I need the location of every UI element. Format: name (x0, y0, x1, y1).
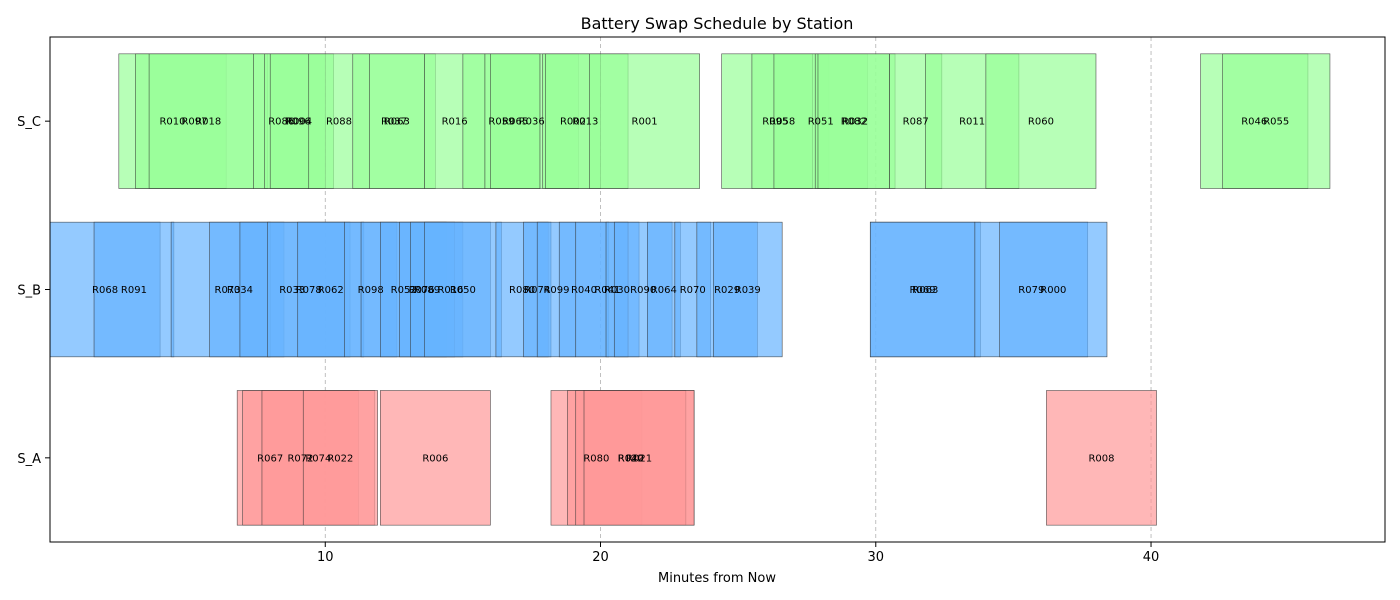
booking-label: R010 (159, 117, 185, 128)
booking-label: R021 (626, 453, 652, 464)
booking-label: R004 (286, 117, 312, 128)
booking-label: R060 (1028, 117, 1054, 128)
booking-label: R080 (583, 453, 609, 464)
bars-layer (49, 53, 1331, 526)
y-tick-label: S_A (17, 452, 41, 467)
booking-label: R001 (632, 117, 658, 128)
booking-label: R086 (268, 117, 294, 128)
booking-label: R002 (560, 117, 586, 128)
booking-label: R074 (524, 285, 550, 296)
booking-label: R008 (1088, 453, 1114, 464)
booking-bar (1222, 53, 1331, 189)
booking-label: R080 (509, 285, 535, 296)
booking-bar (817, 53, 890, 189)
x-axis-ticks: 10 20 30 40 (317, 542, 1159, 565)
booking-label: R079 (1018, 285, 1044, 296)
booking-label: R041 (594, 285, 620, 296)
booking-label: R036 (519, 117, 545, 128)
booking-bar (1046, 390, 1157, 526)
y-tick-label: S_B (17, 284, 41, 299)
x-tick-label: 40 (1143, 550, 1160, 565)
booking-label: R013 (572, 117, 598, 128)
booking-bar (713, 221, 783, 358)
booking-label: R006 (422, 453, 448, 464)
booking-bar (583, 390, 695, 526)
booking-label: R016 (442, 117, 468, 128)
booking-label: R055 (1263, 117, 1289, 128)
booking-label: R078 (296, 285, 322, 296)
booking-label: R033 (279, 285, 305, 296)
booking-label: R058 (769, 117, 795, 128)
booking-label: R098 (358, 285, 384, 296)
booking-label: R046 (1241, 117, 1267, 128)
booking-label: R011 (959, 117, 985, 128)
booking-label: R090 (630, 285, 656, 296)
booking-label: R062 (318, 285, 344, 296)
y-axis-ticks: S_A S_B S_C (17, 115, 50, 467)
booking-label: R095 (762, 117, 788, 128)
booking-label: R063 (912, 285, 938, 296)
x-axis-label: Minutes from Now (658, 571, 776, 586)
booking-bar (93, 221, 175, 358)
booking-label: R018 (195, 117, 221, 128)
booking-label: R051 (808, 117, 834, 128)
booking-bar (148, 53, 268, 189)
booking-label: R089 (414, 285, 440, 296)
booking-label: R070 (680, 285, 706, 296)
booking-label: R016 (437, 285, 463, 296)
booking-label: R065 (502, 117, 528, 128)
booking-label: R073 (215, 285, 241, 296)
booking-bar (368, 53, 425, 189)
booking-bar (589, 53, 700, 189)
y-tick-label: S_C (17, 115, 41, 130)
booking-bar (424, 221, 502, 358)
booking-label: R059 (488, 117, 514, 128)
booking-label: R042 (618, 453, 644, 464)
booking-label: R072 (287, 453, 313, 464)
booking-label: R096 (285, 117, 311, 128)
booking-label: R040 (571, 285, 597, 296)
booking-label: R030 (604, 285, 630, 296)
booking-bar (302, 390, 378, 526)
booking-label: R076 (409, 285, 435, 296)
booking-bar (380, 390, 491, 526)
booking-bar (490, 53, 541, 189)
booking-label: R032 (842, 117, 868, 128)
booking-label: R082 (841, 117, 867, 128)
booking-label: R074 (305, 453, 331, 464)
booking-label: R091 (121, 285, 147, 296)
booking-label: R064 (651, 285, 677, 296)
booking-label: R099 (543, 285, 569, 296)
booking-label: R087 (903, 117, 929, 128)
booking-bar (985, 53, 1097, 189)
booking-bar (869, 221, 981, 358)
booking-label: R050 (450, 285, 476, 296)
booking-label: R000 (1040, 285, 1066, 296)
booking-label: R020 (618, 453, 644, 464)
booking-label: R029 (714, 285, 740, 296)
x-tick-label: 20 (592, 550, 609, 565)
chart-title: Battery Swap Schedule by Station (581, 14, 854, 33)
booking-label: R052 (391, 285, 417, 296)
booking-label: R039 (735, 285, 761, 296)
booking-label: R034 (227, 285, 253, 296)
x-tick-label: 30 (867, 550, 884, 565)
booking-label: R063 (384, 117, 410, 128)
booking-label: R097 (181, 117, 207, 128)
booking-label: R037 (381, 117, 407, 128)
booking-label: R069 (910, 285, 936, 296)
booking-bar (999, 221, 1108, 358)
booking-label: R022 (327, 453, 353, 464)
booking-label: R088 (326, 117, 352, 128)
booking-label: R068 (92, 285, 118, 296)
x-tick-label: 10 (317, 550, 334, 565)
booking-label: R067 (257, 453, 283, 464)
